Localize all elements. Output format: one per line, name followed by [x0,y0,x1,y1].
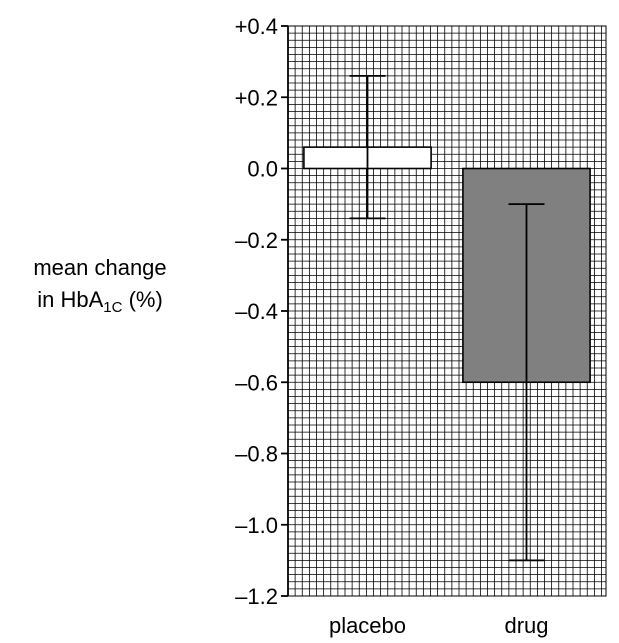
y-tick-label: –0.8 [235,442,278,467]
y-tick-label: –0.4 [235,299,278,324]
y-tick-label: –0.6 [235,370,278,395]
y-tick-label: +0.4 [235,14,278,39]
y-tick-label: –1.2 [235,584,278,609]
bars [303,74,591,562]
y-tick-label: 0.0 [247,157,278,182]
y-tick-label: +0.2 [235,85,278,110]
y-axis-label-prefix: in HbA [37,287,104,312]
y-axis-label-suffix: (%) [122,287,163,312]
y-axis [281,25,289,597]
x-tick-label-drug: drug [504,613,548,638]
x-tick-label-placebo: placebo [329,613,406,638]
y-axis-label-line1: mean change [33,255,167,280]
x-tick-labels: placebo drug [329,613,549,638]
y-tick-labels: +0.4 +0.2 0.0 –0.2 –0.4 –0.6 –0.8 –1.0 –1.2 [235,14,278,609]
y-tick-label: –0.2 [235,228,278,253]
y-axis-label-line2: in HbA1C (%) [0,286,200,322]
y-axis-label-subscript: 1C [103,299,123,316]
y-tick-label: –1.0 [235,513,278,538]
